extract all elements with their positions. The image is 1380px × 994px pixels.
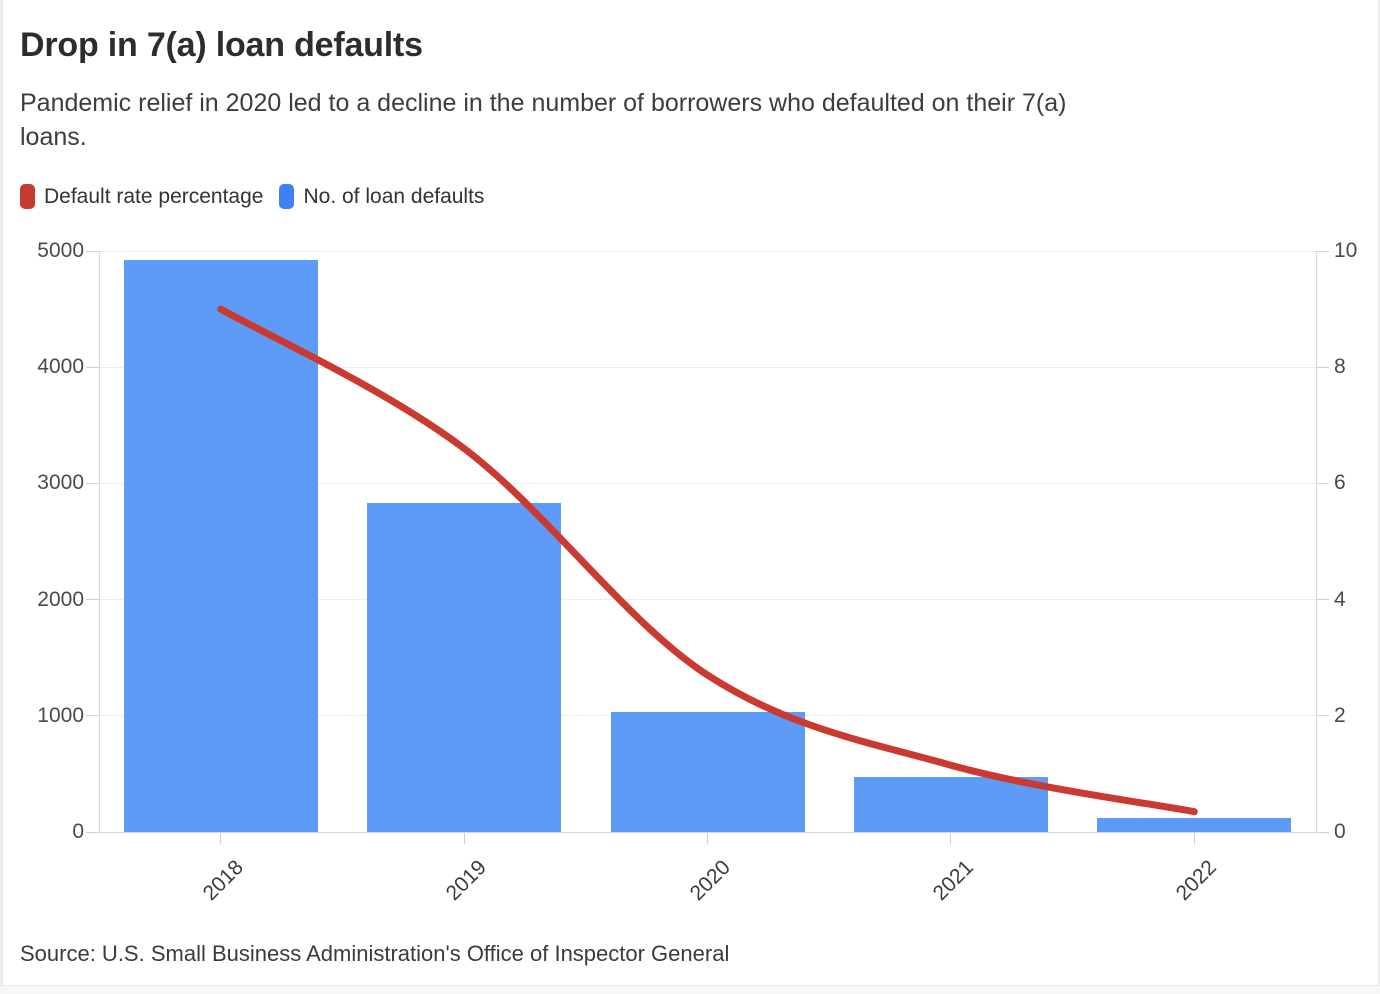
y-axis-left-tick — [86, 831, 99, 833]
y-axis-left-line — [99, 251, 100, 832]
y-axis-left-label: 4000 — [37, 355, 84, 379]
y-axis-right-label: 6 — [1334, 471, 1346, 495]
chart-subtitle: Pandemic relief in 2020 led to a decline… — [20, 89, 1067, 151]
default-rate-line — [217, 305, 1198, 816]
x-axis-line — [99, 832, 1317, 833]
chart-legend: Default rate percentage No. of loan defa… — [20, 184, 484, 209]
bar-2018 — [123, 260, 318, 832]
bar-2019 — [367, 503, 562, 832]
gridline — [99, 250, 1317, 252]
page-title: Drop in 7(a) loan defaults — [20, 26, 423, 64]
bar-2020 — [610, 712, 805, 832]
x-axis-tick — [950, 833, 952, 844]
page-edge-left — [0, 0, 3, 994]
y-axis-right-label: 4 — [1334, 587, 1346, 611]
default-rate-line-path — [217, 305, 1198, 816]
x-axis-tick — [220, 833, 222, 844]
y-axis-right-tick — [1316, 482, 1329, 484]
y-axis-right-tick — [1316, 831, 1329, 833]
y-axis-left-label: 0 — [72, 820, 84, 843]
legend-swatch-blue — [279, 184, 295, 209]
gridline — [99, 366, 1317, 368]
y-axis-right-label: 0 — [1334, 820, 1346, 843]
x-axis-tick — [463, 833, 465, 844]
y-axis-left-tick — [86, 250, 99, 252]
legend-item-default-rate: Default rate percentage — [20, 184, 263, 209]
legend-item-loan-defaults: No. of loan defaults — [279, 184, 484, 209]
y-axis-left-tick — [86, 482, 99, 484]
y-axis-left-tick — [86, 366, 99, 368]
y-axis-right-label: 2 — [1334, 703, 1346, 727]
y-axis-left-tick — [86, 715, 99, 717]
plot-area: 0 0 1000 2 2000 4 3000 6 4000 8 5000 10 2018 2019 2020… — [0, 235, 1380, 935]
gridline — [99, 482, 1317, 484]
x-axis-tick — [707, 833, 708, 844]
y-axis-left-tick — [86, 599, 99, 601]
y-axis-right-tick — [1316, 250, 1329, 252]
source-text: Source: U.S. Small Business Administrati… — [20, 941, 730, 966]
y-axis-right-label: 8 — [1334, 355, 1346, 379]
bar-2021 — [853, 777, 1048, 832]
legend-label: Default rate percentage — [44, 185, 264, 208]
page-bottom-strip — [0, 985, 1380, 994]
y-axis-right-tick — [1316, 715, 1329, 717]
y-axis-right-line — [1316, 251, 1317, 832]
x-axis-tick — [1193, 833, 1195, 844]
legend-label: No. of loan defaults — [303, 185, 485, 208]
y-axis-right-tick — [1316, 599, 1329, 601]
legend-swatch-red — [20, 184, 35, 209]
y-axis-left-label: 2000 — [37, 587, 84, 611]
bar-2022 — [1097, 818, 1292, 832]
y-axis-left-label: 5000 — [37, 239, 84, 262]
y-axis-right-tick — [1316, 366, 1329, 368]
gridline — [99, 599, 1317, 601]
y-axis-left-label: 3000 — [37, 471, 84, 495]
page-edge-right — [1378, 0, 1380, 994]
y-axis-left-label: 1000 — [37, 703, 84, 727]
y-axis-right-label: 10 — [1334, 239, 1358, 262]
